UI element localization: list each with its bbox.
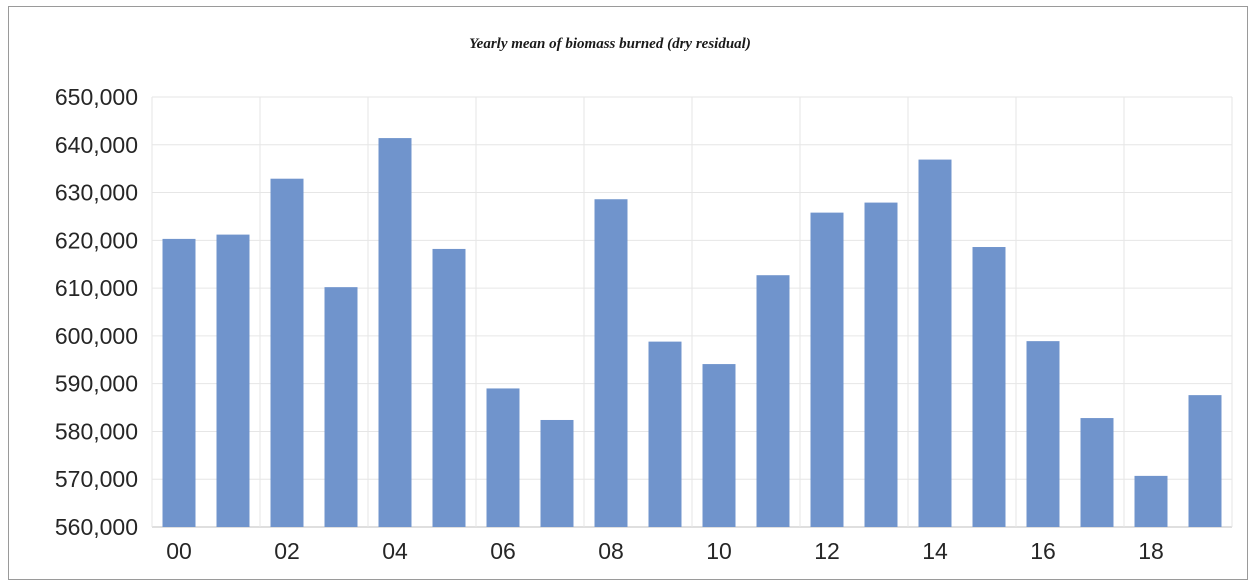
y-tick-label: 640,000 — [55, 132, 138, 158]
y-tick-label: 620,000 — [55, 227, 138, 253]
bar-04 — [378, 138, 412, 528]
bar-07 — [540, 419, 574, 527]
x-axis-ticks: 00 02 04 06 08 10 12 14 16 18 — [166, 538, 1164, 564]
x-tick-label: 18 — [1138, 538, 1164, 564]
x-tick-label: 06 — [490, 538, 516, 564]
bar-03 — [324, 287, 358, 527]
x-tick-label: 02 — [274, 538, 300, 564]
y-tick-label: 580,000 — [55, 418, 138, 444]
x-tick-label: 12 — [814, 538, 840, 564]
bar-05 — [432, 248, 466, 527]
x-tick-label: 14 — [922, 538, 948, 564]
x-tick-label: 08 — [598, 538, 624, 564]
bar-10 — [702, 364, 736, 527]
bar-14 — [918, 159, 952, 528]
bar-02 — [270, 178, 304, 527]
y-tick-label: 570,000 — [55, 466, 138, 492]
bar-11 — [756, 275, 790, 527]
bar-16 — [1026, 341, 1060, 527]
bar-15 — [972, 247, 1006, 527]
bar-01 — [216, 234, 250, 527]
y-tick-label: 590,000 — [55, 371, 138, 397]
x-tick-label: 16 — [1030, 538, 1056, 564]
y-axis-ticks: 560,000 570,000 580,000 590,000 600,000 610,0… — [55, 84, 138, 540]
bar-18 — [1134, 475, 1168, 527]
x-tick-label: 04 — [382, 538, 408, 564]
chart-title: Yearly mean of biomass burned (dry resid… — [469, 36, 751, 52]
bar-17 — [1080, 418, 1114, 527]
y-tick-label: 560,000 — [55, 514, 138, 540]
bar-00 — [162, 238, 196, 527]
bar-13 — [864, 202, 898, 528]
bar-06 — [486, 388, 520, 527]
bar-08 — [594, 199, 628, 527]
bar-12 — [810, 212, 844, 527]
x-tick-label: 00 — [166, 538, 192, 564]
bar-09 — [648, 341, 682, 527]
grid-lines — [151, 96, 1233, 528]
x-tick-label: 10 — [706, 538, 732, 564]
y-tick-label: 650,000 — [55, 84, 138, 110]
y-tick-label: 630,000 — [55, 180, 138, 206]
y-tick-label: 610,000 — [55, 275, 138, 301]
bars — [162, 138, 1222, 528]
bar-19 — [1188, 395, 1222, 527]
y-tick-label: 600,000 — [55, 323, 138, 349]
